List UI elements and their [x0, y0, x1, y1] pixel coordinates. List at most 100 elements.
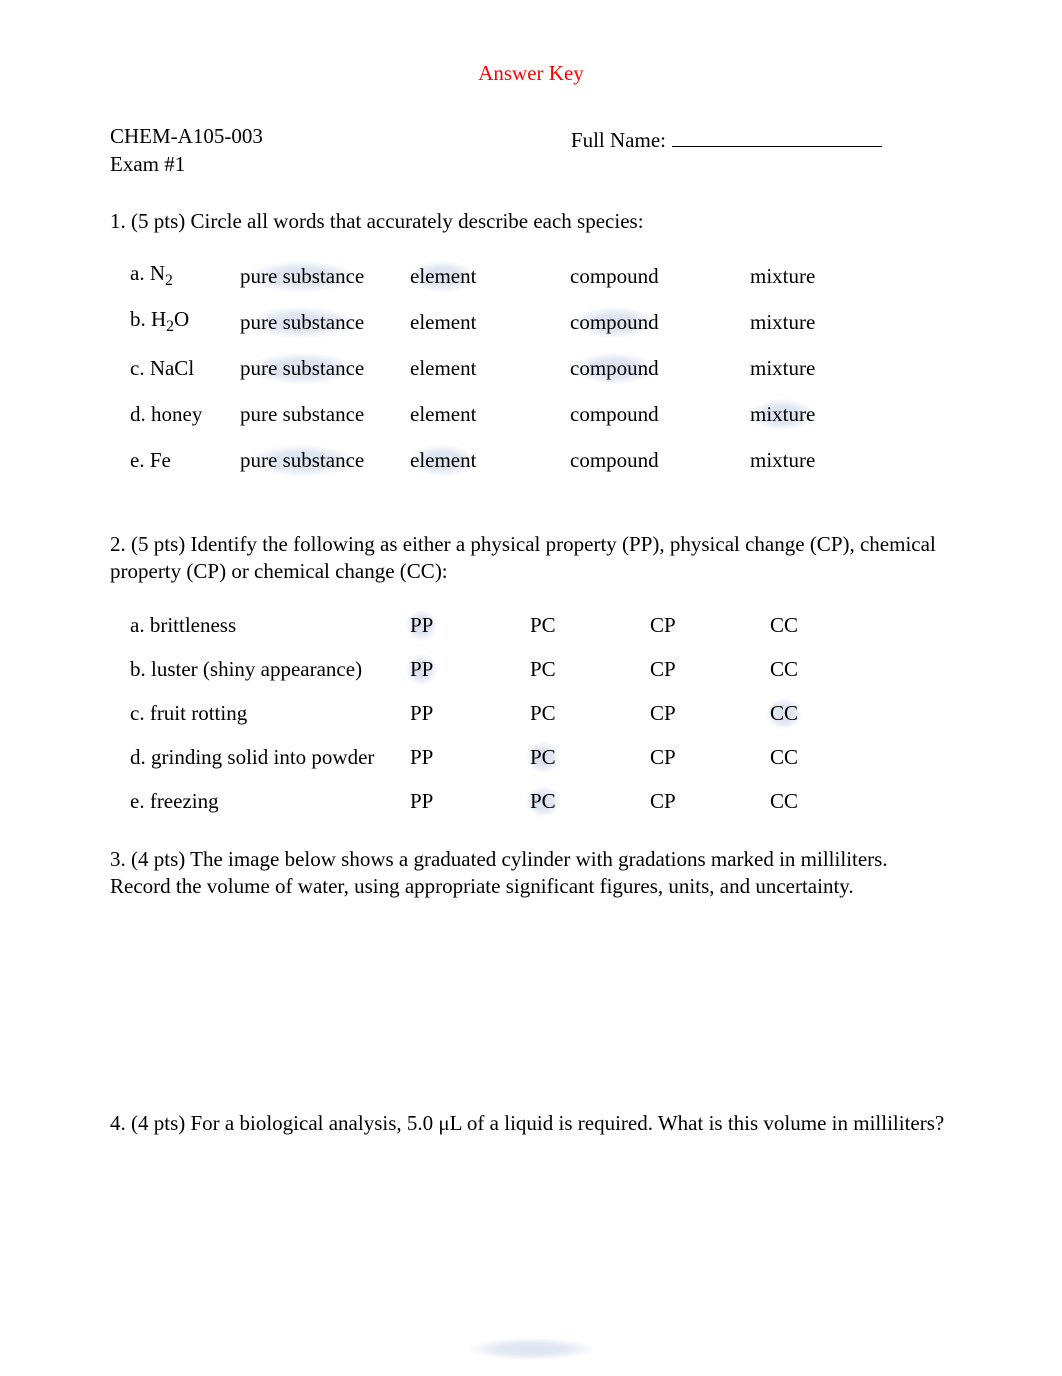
q2-option-cc: CC [770, 613, 798, 637]
exam-page: Answer Key CHEM-A105-003 Exam #1 Full Na… [0, 0, 1062, 1376]
q2-row: c. fruit rottingPP PC CP CC [130, 692, 820, 736]
q1-option-cell: mixture [750, 391, 840, 437]
q1-option-cell: pure substance [240, 253, 410, 299]
q1-option-mixture: mixture [750, 401, 815, 428]
q4-prefix: 4. (4 pts) [110, 1111, 191, 1135]
header-row: CHEM-A105-003 Exam #1 Full Name: [110, 123, 952, 178]
q1-label-text: a. N [130, 261, 165, 285]
q2-option-cell: CP [650, 736, 770, 780]
q2-option-pc: PC [530, 657, 556, 681]
q2-option-cell: PC [530, 692, 650, 736]
q2-option-cell: CP [650, 780, 770, 824]
q1-option-compound: compound [570, 448, 659, 472]
q1-row: b. H2Opure substanceelement compoundmixtu… [130, 299, 840, 345]
q1-option-mixture: mixture [750, 264, 815, 288]
q2-option-cell: CC [770, 604, 820, 648]
q1-option-element: element [410, 263, 476, 290]
q1-label-text: O [174, 307, 189, 331]
q2-item-label: e. freezing [130, 780, 410, 824]
q2-option-cell: PC [530, 780, 650, 824]
q1-option-cell: pure substance [240, 345, 410, 391]
q2-option-cell: PP [410, 780, 530, 824]
q1-option-cell: pure substance [240, 437, 410, 483]
q1-option-cell: compound [570, 253, 750, 299]
q2-option-cc: CC [770, 700, 798, 727]
q1-option-element: element [410, 356, 476, 380]
q2-option-cell: PC [530, 736, 650, 780]
q2-option-cc: CC [770, 745, 798, 769]
q2-option-cell: PP [410, 648, 530, 692]
q2-option-pc: PC [530, 613, 556, 637]
q2-item-label: a. brittleness [130, 604, 410, 648]
q2-row: b. luster (shiny appearance)PP PC CP CC [130, 648, 820, 692]
q1-table: a. N2pure substanceelementcompoundmixtur… [130, 253, 840, 483]
q1-label-text: d. honey [130, 402, 202, 426]
q2-row: e. freezingPP PC CPCC [130, 780, 820, 824]
q1-option-cell: compound [570, 299, 750, 345]
q1-option-compound: compound [570, 264, 659, 288]
q1-option-pure: pure substance [240, 263, 364, 290]
q1-option-mixture: mixture [750, 448, 815, 472]
q1-option-cell: element [410, 299, 570, 345]
q1-option-compound: compound [570, 355, 659, 382]
q2-option-cell: PP [410, 736, 530, 780]
q2-option-cc: CC [770, 789, 798, 813]
q1-option-element: element [410, 310, 476, 334]
q2-option-pp: PP [410, 656, 433, 683]
q2-option-pp: PP [410, 612, 433, 639]
q2-option-pp: PP [410, 745, 433, 769]
q2-option-pp: PP [410, 701, 433, 725]
q2-table: a. brittlenessPPPCCPCCb. luster (shiny a… [130, 604, 820, 824]
q1-prompt: 1. (5 pts) Circle all words that accurat… [110, 208, 952, 235]
q1-option-element: element [410, 447, 476, 474]
q2-option-pp: PP [410, 789, 433, 813]
q1-option-cell: pure substance [240, 391, 410, 437]
q2-option-cell: CC [770, 780, 820, 824]
q2-option-cp: CP [650, 657, 676, 681]
q4-prompt: 4. (4 pts) For a biological analysis, 5.… [110, 1110, 952, 1137]
q1-species-label: d. honey [130, 391, 240, 437]
q2-option-cell: CP [650, 692, 770, 736]
q2-option-cell: CP [650, 604, 770, 648]
q2-option-cell: PC [530, 604, 650, 648]
q2-row: d. grinding solid into powderPPPCCPCC [130, 736, 820, 780]
bottom-blur-mark [446, 1334, 616, 1364]
q1-species-label: c. NaCl [130, 345, 240, 391]
name-label: Full Name: [571, 127, 666, 154]
q1-option-cell: mixture [750, 299, 840, 345]
q2-option-cp: CP [650, 745, 676, 769]
q1-species-label: a. N2 [130, 253, 240, 299]
q2-option-cell: PC [530, 648, 650, 692]
q1-label-text: b. H [130, 307, 166, 331]
q1-row: e. Fepure substance element compound mixtur… [130, 437, 840, 483]
q1-option-cell: mixture [750, 437, 840, 483]
q2-option-cell: CC [770, 648, 820, 692]
header-right: Full Name: [571, 123, 952, 178]
q2-option-pc: PC [530, 701, 556, 725]
q4-main: For a biological analysis, 5.0 μL of a l… [191, 1111, 945, 1135]
q1-species-label: e. Fe [130, 437, 240, 483]
q1-option-pure: pure substance [240, 402, 364, 426]
q1-option-pure: pure substance [240, 447, 364, 474]
q2-option-cp: CP [650, 613, 676, 637]
q2-option-cp: CP [650, 701, 676, 725]
name-blank-line [672, 123, 882, 147]
q2-prompt: 2. (5 pts) Identify the following as eit… [110, 531, 952, 586]
q2-option-pc: PC [530, 788, 556, 815]
q1-label-subscript: 2 [165, 273, 173, 290]
q1-option-pure: pure substance [240, 355, 364, 382]
q2-item-label: c. fruit rotting [130, 692, 410, 736]
q3-prompt: 3. (4 pts) The image below shows a gradu… [110, 846, 952, 901]
q1-option-cell: compound [570, 437, 750, 483]
q1-label-subscript: 2 [166, 319, 174, 336]
exam-number: Exam #1 [110, 151, 263, 178]
q2-item-label: b. luster (shiny appearance) [130, 648, 410, 692]
q1-option-cell: element [410, 253, 570, 299]
q2-option-cell: CC [770, 692, 820, 736]
q1-row: c. NaClpure substance element compound mixt… [130, 345, 840, 391]
header-left: CHEM-A105-003 Exam #1 [110, 123, 263, 178]
q2-option-cell: CC [770, 736, 820, 780]
q1-option-mixture: mixture [750, 356, 815, 380]
q1-option-cell: pure substance [240, 299, 410, 345]
q1-option-cell: mixture [750, 345, 840, 391]
